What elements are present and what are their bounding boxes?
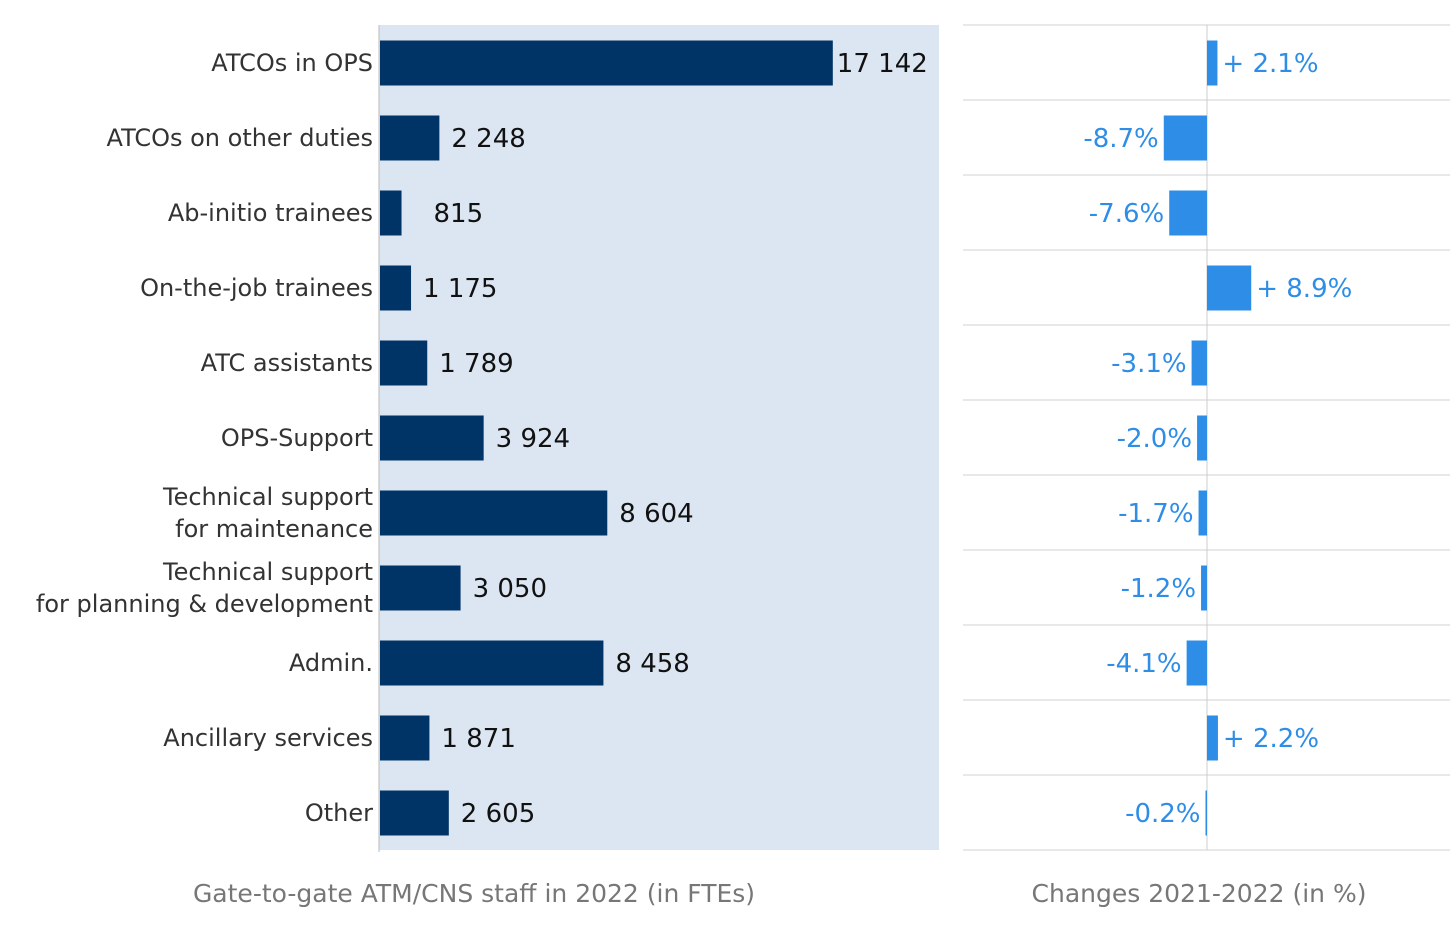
category-label: OPS-Support [221,424,373,452]
change-bar [1207,265,1252,311]
staff-value-label: 8 458 [615,649,689,679]
staff-bar [380,415,484,461]
staff-bar [380,790,449,836]
change-bar [1198,490,1207,536]
staff-bar [380,115,440,161]
change-bar [1207,40,1218,86]
category-label: ATCOs in OPS [211,49,373,77]
staff-value-label: 8 604 [619,499,693,529]
change-value-label: -3.1% [1111,349,1186,379]
change-bar [1205,790,1207,836]
staff-value-label: 1 789 [439,349,513,379]
change-value-label: + 2.2% [1223,724,1319,754]
staff-value-label: 3 050 [473,574,547,604]
change-value-label: -8.7% [1083,124,1158,154]
staff-bar [380,340,428,386]
category-labels-group: ATCOs in OPS ATCOs on other duties Ab-init… [36,49,373,827]
change-bar [1197,415,1207,461]
staff-value-label: 1 871 [441,724,515,754]
staff-bar [380,190,402,236]
change-bar [1191,340,1207,386]
category-label: On-the-job trainees [140,274,373,302]
left-bars-group [380,40,833,836]
staff-value-label: 17 142 [837,49,928,79]
staff-bar [380,265,412,311]
change-bar [1207,715,1218,761]
staff-bar [380,40,833,86]
category-label: Technical support for planning & developm… [36,558,373,618]
change-value-label: + 8.9% [1256,274,1352,304]
change-value-label: -7.6% [1089,199,1164,229]
staff-value-label: 1 175 [423,274,497,304]
category-label: Technical support for maintenance [162,483,373,543]
change-value-label: -2.0% [1117,424,1192,454]
left-axis-title: Gate-to-gate ATM/CNS staff in 2022 (in F… [193,879,755,908]
change-bar [1169,190,1207,236]
change-value-label: -0.2% [1125,799,1200,829]
staff-value-label: 2 605 [461,799,535,829]
staff-bar [380,490,608,536]
change-value-label: -4.1% [1106,649,1181,679]
category-label: ATC assistants [201,349,373,377]
category-label: Ancillary services [163,724,373,752]
staff-bar [380,640,604,686]
change-value-label: + 2.1% [1222,49,1318,79]
value-labels-group: 17 142 2 248 815 1 175 1 789 3 924 8 604 3 050 8… [423,49,928,829]
right-bars-group [1163,40,1252,836]
staff-value-label: 2 248 [451,124,525,154]
change-value-label: -1.7% [1118,499,1193,529]
change-bar [1163,115,1207,161]
right-axis-title: Changes 2021-2022 (in %) [1032,879,1367,908]
staff-value-label: 3 924 [496,424,570,454]
staff-bar [380,715,430,761]
staff-bar [380,565,461,611]
change-bar [1186,640,1207,686]
staff-value-label: 815 [434,199,484,229]
change-bar [1201,565,1207,611]
change-value-label: -1.2% [1121,574,1196,604]
category-label: Ab-initio trainees [168,199,373,227]
category-label: ATCOs on other duties [107,124,373,152]
category-label: Admin. [289,649,373,677]
change-labels-group: + 2.1% -8.7% -7.6% + 8.9% -3.1% -2.0% -1.7% -1.… [1083,49,1352,829]
category-label: Other [305,799,373,827]
